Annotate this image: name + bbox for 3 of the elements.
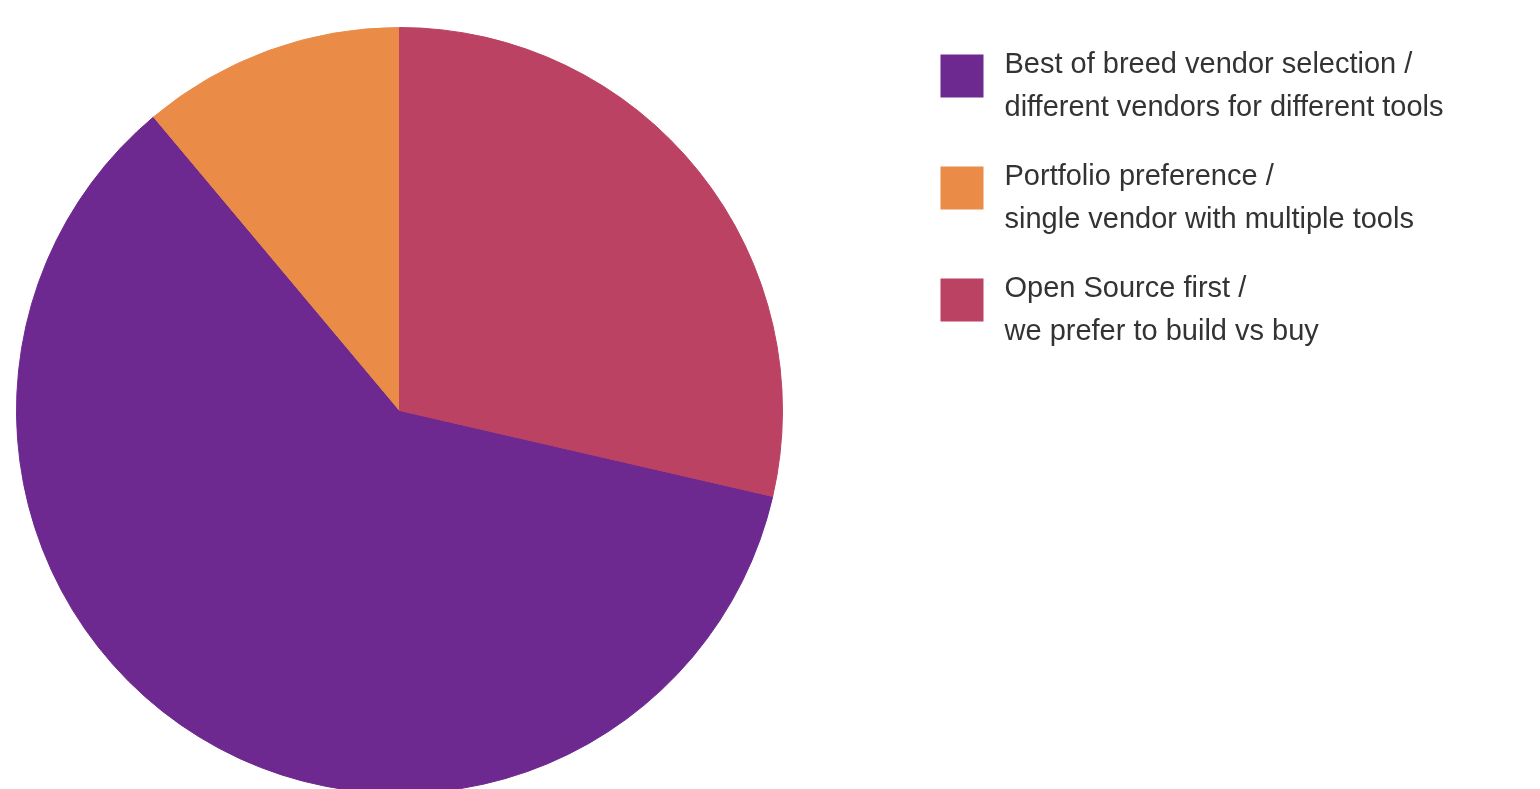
legend-label: Portfolio preference / single vendor with multiple tools xyxy=(1004,158,1414,234)
legend-label: Best of breed vendor selection / different vendors for different tools xyxy=(1004,46,1444,122)
legend-label: Open Source first / we prefer to build vs buy xyxy=(1003,270,1320,346)
